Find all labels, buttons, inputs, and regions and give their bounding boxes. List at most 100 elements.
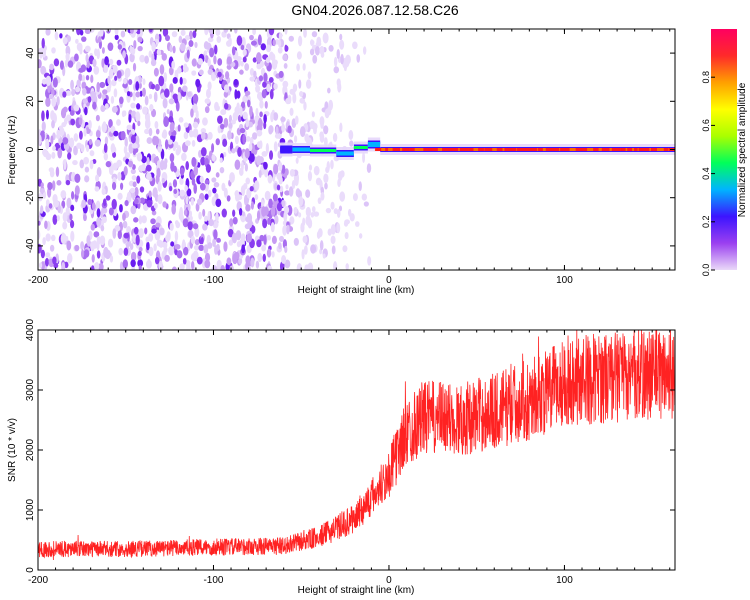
heatmap-cell — [265, 57, 271, 64]
heatmap-cell — [200, 147, 207, 157]
heatmap-cell — [192, 30, 197, 39]
heatmap-cell — [132, 181, 137, 188]
heatmap-cell — [322, 32, 329, 44]
heatmap-cell — [253, 70, 257, 79]
heatmap-cell — [108, 207, 114, 216]
heatmap-cell — [187, 221, 193, 231]
heatmap-cell — [185, 196, 189, 205]
heatmap-cell — [188, 30, 193, 40]
heatmap-cell — [268, 125, 273, 135]
tone-peak-mark — [484, 148, 489, 151]
heatmap-cell — [182, 63, 188, 73]
heatmap-cell — [145, 172, 152, 180]
tone-peak-mark — [489, 148, 493, 151]
heatmap-cell — [122, 212, 126, 221]
heatmap-cell — [71, 88, 76, 97]
heatmap-cell — [249, 76, 256, 82]
heatmap-cell — [129, 52, 135, 63]
heatmap-cell — [296, 263, 302, 270]
heatmap-cell — [366, 163, 372, 174]
heatmap-cell — [219, 157, 223, 164]
heatmap-cell — [161, 52, 167, 61]
heatmap-cell — [130, 134, 136, 144]
heatmap-cell — [183, 209, 188, 216]
heatmap-cell — [107, 42, 114, 51]
heatmap-cell — [59, 127, 65, 137]
heatmap-cell — [154, 83, 160, 92]
heatmap-cell — [108, 119, 113, 129]
heatmap-cell — [190, 235, 196, 245]
heatmap-cell — [57, 204, 61, 214]
heatmap-cell — [198, 211, 202, 220]
heatmap-cell — [62, 91, 67, 98]
heatmap-cell — [281, 255, 287, 264]
heatmap-cell — [172, 45, 176, 54]
heatmap-cell — [124, 200, 129, 207]
heatmap-cell — [242, 49, 247, 56]
heatmap-cell — [103, 152, 109, 161]
heatmap-cell — [191, 156, 197, 167]
heatmap-cell — [156, 49, 162, 56]
heatmap-cell — [175, 148, 180, 156]
heatmap-cell — [116, 59, 122, 66]
heatmap-cell — [90, 74, 94, 84]
heatmap-cell — [302, 63, 306, 71]
heatmap-cell — [144, 227, 148, 235]
heatmap-cell — [41, 47, 47, 58]
heatmap-cell — [293, 237, 299, 246]
heatmap-cell — [179, 263, 185, 270]
heatmap-cell — [176, 250, 183, 259]
heatmap-cell — [270, 222, 275, 233]
heatmap-cell — [76, 79, 81, 88]
heatmap-cell — [162, 201, 167, 208]
heatmap-cell — [256, 141, 262, 149]
heatmap-cell — [311, 31, 318, 38]
heatmap-cell — [228, 239, 234, 246]
heatmap-cell — [83, 156, 90, 165]
heatmap-cell — [211, 154, 216, 161]
heatmap-cell — [262, 253, 266, 262]
heatmap-cell — [76, 142, 83, 149]
x-tick-label: 100 — [556, 575, 573, 586]
heatmap-cell — [328, 99, 334, 111]
heatmap-cell — [185, 161, 190, 171]
heatmap-cell — [163, 72, 168, 83]
tone-peak-mark — [520, 148, 525, 151]
heatmap-cell — [323, 137, 328, 147]
heatmap-cell — [239, 106, 243, 117]
heatmap-cell — [60, 107, 67, 119]
heatmap-cell — [214, 101, 219, 111]
heatmap-cell — [99, 235, 106, 246]
heatmap-cell — [204, 98, 211, 104]
heatmap-cell — [220, 123, 225, 130]
tone-peak-mark — [395, 148, 400, 151]
heatmap-cell — [40, 249, 45, 259]
heatmap-cell — [179, 167, 185, 176]
heatmap-cell — [229, 172, 235, 183]
heatmap-cell — [223, 84, 230, 93]
heatmap-cell — [261, 89, 267, 99]
heatmap-cell — [169, 83, 174, 93]
heatmap-cell — [228, 122, 233, 129]
heatmap-cell — [150, 218, 156, 225]
heatmap-cell — [267, 234, 272, 241]
heatmap-cell — [62, 137, 69, 145]
heatmap-cell — [305, 189, 311, 198]
heatmap-cell — [249, 105, 253, 117]
heatmap-cell — [191, 70, 197, 76]
heatmap-cell — [138, 228, 144, 239]
heatmap-cell — [144, 128, 150, 135]
y-tick-label: -40 — [25, 238, 36, 253]
heatmap-cell — [278, 70, 284, 79]
heatmap-cell — [305, 206, 311, 217]
heatmap-cell — [102, 207, 108, 214]
heatmap-cell — [284, 29, 288, 35]
heatmap-cell — [131, 143, 138, 149]
heatmap-cell — [156, 239, 163, 247]
heatmap-cell — [95, 200, 101, 210]
heatmap-cell — [227, 228, 234, 238]
heatmap-cell — [233, 29, 238, 34]
heatmap-cell — [161, 131, 167, 139]
heatmap-cell — [207, 189, 212, 198]
heatmap-cell — [288, 35, 294, 42]
